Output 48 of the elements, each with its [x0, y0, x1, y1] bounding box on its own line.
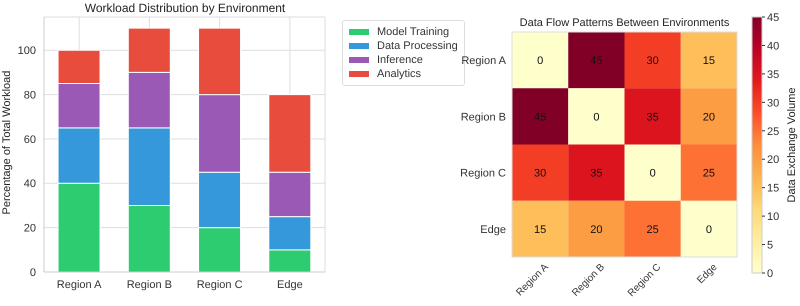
y-tick-label: Region C	[460, 168, 506, 180]
chart-title: Data Flow Patterns Between Environments	[520, 17, 730, 29]
color-bar-label: 0	[767, 268, 774, 280]
y-tick-label: Edge	[480, 224, 506, 236]
color-bar-label: 45	[767, 12, 780, 24]
data-label: 30	[646, 55, 659, 68]
data-label: 15	[702, 55, 715, 68]
data-label: 30	[534, 168, 546, 180]
y-tick-label: 100	[18, 45, 36, 58]
y-tick-label: 40	[24, 178, 36, 190]
data-label: 35	[646, 111, 659, 124]
data-label: 25	[646, 224, 659, 236]
color-bar-label: 25	[767, 126, 780, 138]
color-bar-label: 35	[767, 68, 780, 81]
color-bar-label: 15	[767, 182, 780, 195]
color-bar-label: 40	[767, 40, 780, 52]
data-label: 15	[534, 224, 546, 236]
x-tick-label: Edge	[277, 278, 303, 291]
y-axis-title: Percentage of Total Workload	[0, 70, 13, 214]
color-bar-label: 30	[767, 97, 780, 110]
chart-title: Workload Distribution by Environment	[84, 1, 286, 15]
legend-label: Model Training	[376, 25, 450, 39]
x-tick-label: Region B	[126, 278, 172, 291]
color-bar-label: 10	[767, 211, 780, 224]
legend-label: Inference	[376, 53, 424, 67]
data-label: 20	[590, 224, 602, 236]
y-tick-label: 20	[24, 222, 36, 235]
data-label: 35	[590, 168, 602, 180]
y-tick-label: Region B	[460, 111, 506, 124]
color-bar-title: Data Exchange Volume	[786, 88, 798, 202]
x-tick-label: Region C	[196, 278, 243, 291]
y-tick-label: 80	[24, 90, 36, 102]
data-label: 45	[590, 55, 602, 68]
data-label: 0	[537, 55, 544, 68]
y-tick-label: 0	[30, 266, 36, 279]
legend-label: Analytics	[376, 67, 422, 81]
y-tick-label: Region A	[461, 55, 507, 68]
x-tick-label: Region A	[56, 278, 102, 291]
data-label: 45	[534, 111, 546, 124]
data-label: 0	[650, 168, 656, 180]
data-label: 20	[702, 111, 715, 124]
color-bar-label: 5	[767, 240, 774, 252]
color-bar-label: 20	[767, 154, 780, 166]
legend-label: Data Processing	[376, 39, 458, 53]
y-tick-label: 60	[24, 134, 36, 146]
data-label: 0	[593, 111, 600, 124]
data-label: 0	[706, 224, 712, 236]
data-label: 25	[702, 168, 715, 180]
